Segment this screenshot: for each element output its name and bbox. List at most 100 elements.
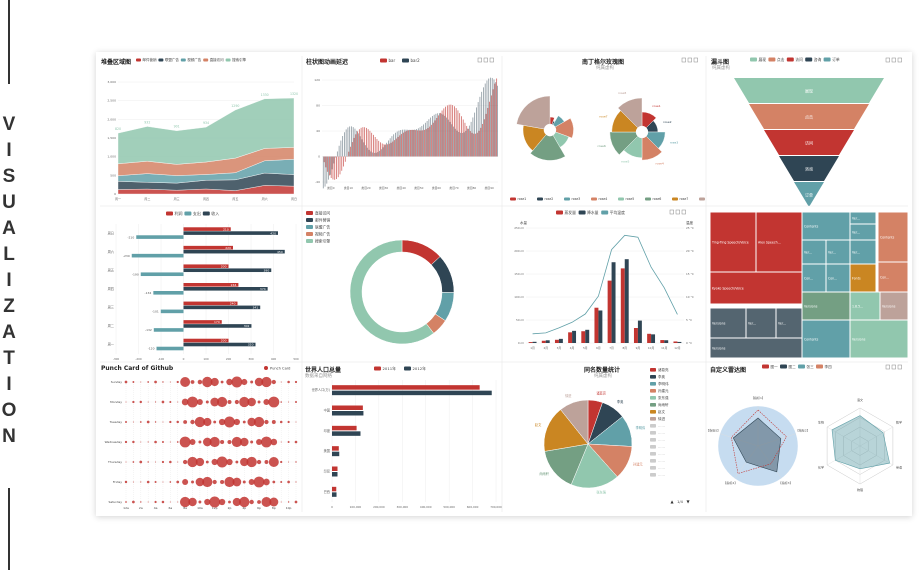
- legend-label: Punch Card: [270, 367, 290, 371]
- x-tick-label: 0: [331, 505, 333, 509]
- legend-label: ……: [658, 452, 666, 456]
- bar-bar: [383, 144, 385, 157]
- x-tick-label: 3月: [557, 346, 562, 350]
- x-tick-label: 周五: [232, 196, 238, 201]
- side-line-bottom: [8, 488, 10, 570]
- bar-降水量: [558, 338, 563, 343]
- rose-label: rose5: [621, 159, 629, 163]
- punch-point: [132, 381, 135, 383]
- legend-swatch: [136, 58, 141, 62]
- punch-point: [261, 497, 272, 507]
- restore-icon[interactable]: [675, 209, 680, 215]
- legend-label: 视频广告: [187, 57, 201, 62]
- bar-蒸发量: [647, 333, 652, 343]
- legend-label: rose2: [545, 197, 554, 201]
- legend-swatch: [650, 424, 656, 428]
- delete-icon[interactable]: [669, 209, 674, 215]
- bar2-bar: [483, 87, 484, 157]
- delete-icon[interactable]: [681, 57, 686, 63]
- bar-bar: [452, 105, 454, 157]
- data-label: 220: [225, 246, 231, 250]
- pager-up-icon[interactable]: ▲: [670, 499, 674, 504]
- punch-point: [220, 380, 224, 384]
- bar-bar: [399, 135, 401, 157]
- legend-label: bar: [389, 58, 396, 63]
- restore-icon[interactable]: [483, 57, 488, 63]
- bar2-bar: [398, 130, 400, 157]
- restore-icon[interactable]: [891, 364, 896, 370]
- delete-icon[interactable]: [885, 57, 890, 63]
- x-tick-label: 2月: [543, 346, 548, 350]
- x-tick-label: 4月: [570, 346, 575, 350]
- punch-point: [280, 401, 283, 403]
- y-tick-label: 1,500: [107, 136, 116, 140]
- delete-icon[interactable]: [885, 364, 890, 370]
- treemap-node: [849, 263, 877, 293]
- save-image-icon[interactable]: [897, 57, 902, 63]
- bar2-bar: [345, 129, 347, 157]
- legend-swatch: [264, 366, 268, 370]
- panel-punch-card: Punch Card of Github Punch Card Saturday F…: [96, 362, 302, 516]
- pie-label: 李奥: [617, 399, 624, 404]
- bar-bar: [487, 107, 489, 157]
- legend-swatch: [645, 197, 651, 201]
- punch-point: [210, 377, 219, 387]
- save-image-icon[interactable]: [681, 209, 686, 215]
- punch-point: [242, 420, 246, 424]
- save-image-icon[interactable]: [489, 57, 494, 63]
- legend-swatch: [650, 431, 656, 435]
- side-title-letter: V: [2, 114, 18, 135]
- y-tick-label: 50 ml: [516, 318, 524, 322]
- bar2-bar: [373, 152, 375, 157]
- legend-label: 搜索引擎: [315, 239, 330, 244]
- pager-down-icon[interactable]: ▼: [686, 499, 690, 504]
- punch-point: [249, 499, 254, 505]
- y-tick-label: 周六: [108, 249, 115, 254]
- legend-swatch: [823, 57, 831, 62]
- legend-label: 利润: [175, 210, 183, 216]
- treemap-node: [709, 211, 757, 273]
- save-image-icon[interactable]: [897, 364, 902, 370]
- restore-icon[interactable]: [891, 57, 896, 63]
- treemap-node: [709, 271, 803, 305]
- bar2-bar: [344, 132, 345, 157]
- bar-降水量: [572, 330, 577, 343]
- legend-label: 展现: [759, 57, 767, 62]
- treemap-label: Ver...: [852, 217, 860, 221]
- restore-icon[interactable]: [687, 57, 692, 63]
- punch-point: [202, 376, 213, 388]
- punch-point: [139, 421, 142, 423]
- funnel-label: 咨询: [805, 166, 813, 172]
- chart-title: 同名数量统计: [584, 367, 621, 374]
- x-tick-label: 2p: [228, 506, 232, 510]
- save-image-icon[interactable]: [693, 57, 698, 63]
- bar2-bar: [358, 133, 359, 157]
- treemap-node: [879, 291, 909, 321]
- punch-point: [227, 439, 232, 445]
- treemap-label: Ver...: [852, 251, 860, 255]
- x-tick-label: 600,000: [467, 505, 479, 509]
- panel-rose: 南丁格尔玫瑰图 纯属虚构 rose1 rose2 rose3 rose4 rose5 ro…: [502, 52, 706, 206]
- panel-surname-pie: 同名数量统计 纯属虚构 诸葛亮 李奥 李明伟 孙建元 张东强 尚雨轩 赵文 徐进 诸葛亮 李奥 李明…: [502, 362, 706, 516]
- funnel-segment: [794, 182, 824, 206]
- treemap-node: [825, 263, 851, 293]
- legend-label: 孙建元: [658, 388, 669, 393]
- legend-label: rose4: [599, 197, 608, 201]
- punch-point: [140, 441, 142, 443]
- bar2-bar: [402, 129, 403, 157]
- punch-point: [294, 440, 298, 444]
- bar-bar: [325, 156, 327, 168]
- punch-point: [147, 401, 149, 403]
- y-tick-label: 100 ml: [514, 295, 524, 299]
- legend-label: 蒸发量: [565, 210, 577, 215]
- delete-icon[interactable]: [477, 57, 482, 63]
- data-label: 320: [248, 343, 254, 347]
- punch-point: [147, 501, 149, 503]
- y-tick-label: Friday: [113, 480, 122, 484]
- y-tick-label: Monday: [110, 400, 122, 404]
- rose-slice: [516, 95, 551, 130]
- legend-label: 平均温度: [610, 210, 625, 215]
- bar-bar: [323, 156, 325, 163]
- punch-point: [268, 396, 280, 408]
- pos-neg-bar-chart: 利润 支出 收入 -300 -200 -100 0 100 200 300 400 500 周一 200 3…: [108, 210, 299, 361]
